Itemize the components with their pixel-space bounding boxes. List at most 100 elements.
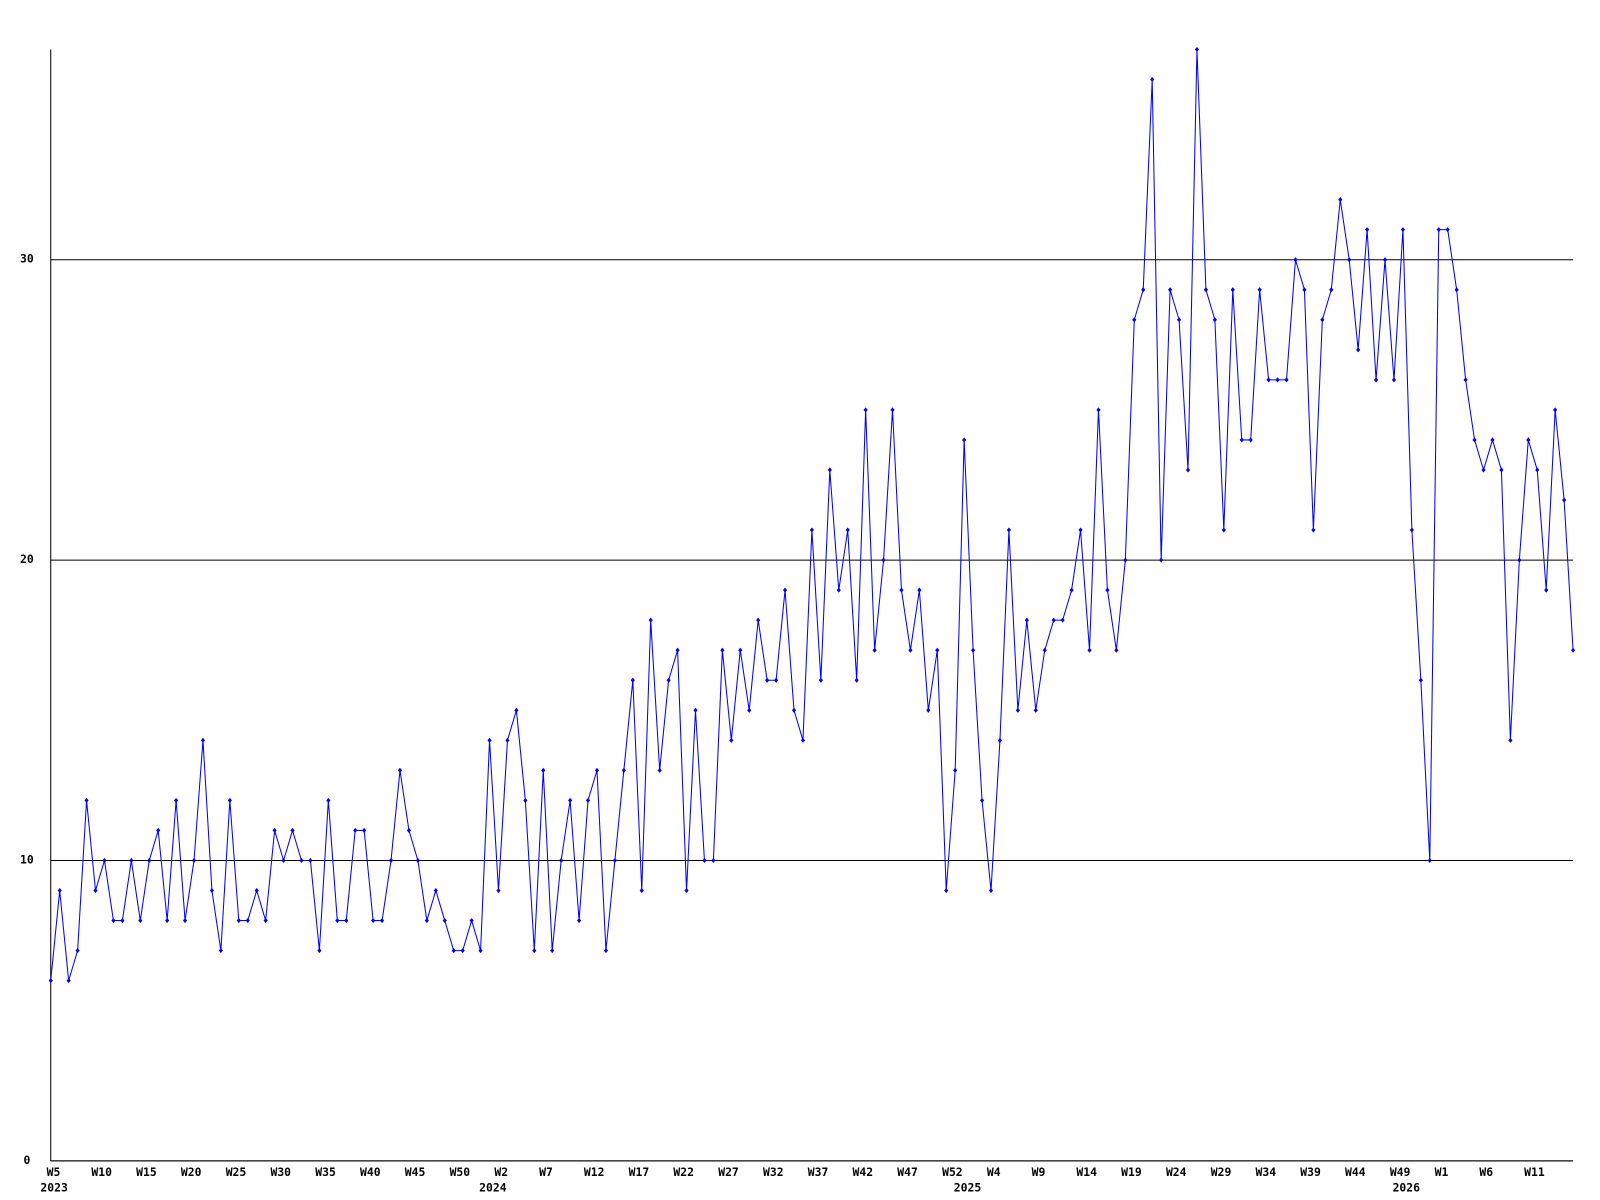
- x-tick-label: W24: [1166, 1165, 1187, 1179]
- point-marker: [1212, 317, 1217, 323]
- point-marker: [585, 797, 591, 803]
- point-marker: [191, 857, 197, 864]
- point-marker: [1033, 707, 1038, 713]
- point-marker: [487, 737, 492, 743]
- point-marker: [1114, 647, 1119, 653]
- point-marker: [1535, 467, 1540, 473]
- point-marker: [1176, 317, 1182, 323]
- point-marker: [532, 948, 537, 954]
- point-marker: [568, 797, 573, 803]
- point-marker: [1239, 437, 1244, 443]
- point-marker: [863, 407, 868, 413]
- point-marker: [765, 677, 770, 683]
- point-marker: [1320, 317, 1325, 323]
- x-tick-label: W20: [181, 1165, 202, 1179]
- point-marker: [138, 917, 143, 924]
- point-marker: [1051, 617, 1056, 623]
- point-marker: [872, 647, 877, 653]
- x-tick-label: W19: [1121, 1165, 1142, 1179]
- point-marker: [120, 917, 125, 924]
- point-marker: [75, 948, 80, 954]
- point-marker: [514, 707, 519, 713]
- point-marker: [182, 917, 188, 924]
- y-tick-label: 20: [20, 552, 34, 566]
- point-marker: [1293, 257, 1298, 263]
- point-marker: [1517, 557, 1522, 563]
- x-tick-label: W45: [405, 1165, 426, 1179]
- point-marker: [1436, 227, 1441, 233]
- point-marker: [541, 767, 546, 773]
- point-marker: [1562, 497, 1567, 503]
- point-marker: [48, 978, 53, 984]
- point-marker: [147, 857, 152, 864]
- point-marker: [335, 917, 340, 924]
- point-marker: [711, 857, 716, 864]
- x-tick-label: W44: [1345, 1165, 1366, 1179]
- point-marker: [693, 707, 698, 713]
- point-marker: [1454, 287, 1459, 293]
- x-tick-label: W29: [1211, 1165, 1232, 1179]
- point-marker: [747, 707, 752, 713]
- y-tick-label: 10: [20, 852, 34, 866]
- point-marker: [809, 527, 814, 533]
- x-tick-label: W1: [1435, 1165, 1449, 1179]
- point-marker: [1257, 287, 1262, 293]
- x-tick-label: W9: [1032, 1165, 1046, 1179]
- point-marker: [523, 797, 528, 803]
- x-tick-label: W52: [942, 1165, 963, 1179]
- point-marker: [979, 797, 985, 803]
- point-marker: [1078, 527, 1083, 533]
- point-marker: [272, 827, 277, 834]
- point-marker: [594, 767, 600, 773]
- point-marker: [505, 737, 510, 743]
- point-marker: [1168, 287, 1173, 293]
- point-marker: [1418, 677, 1423, 683]
- point-marker: [263, 917, 268, 924]
- x-tick-label: W12: [584, 1165, 605, 1179]
- point-marker: [944, 887, 949, 894]
- point-marker: [317, 948, 322, 954]
- point-marker: [111, 917, 116, 924]
- point-marker: [362, 827, 367, 834]
- point-marker: [1132, 317, 1137, 323]
- point-marker: [1463, 377, 1468, 383]
- point-marker: [1365, 227, 1370, 233]
- x-tick-label: W4: [987, 1165, 1001, 1179]
- point-marker: [1329, 287, 1334, 293]
- x-tick-label: W25: [226, 1165, 247, 1179]
- point-marker: [1087, 647, 1092, 653]
- year-label: 2025: [954, 1181, 982, 1195]
- point-marker: [657, 767, 662, 773]
- point-marker: [1499, 467, 1504, 473]
- series-line: [50, 49, 1574, 981]
- point-marker: [1553, 407, 1558, 413]
- x-tick-label: W15: [136, 1165, 157, 1179]
- point-marker: [684, 887, 689, 894]
- point-marker: [1230, 287, 1235, 293]
- x-tick-label: W37: [808, 1165, 829, 1179]
- point-marker: [899, 587, 904, 593]
- point-marker: [165, 917, 170, 924]
- point-marker: [997, 737, 1003, 743]
- x-tick-label: W17: [629, 1165, 650, 1179]
- point-marker: [738, 647, 743, 653]
- point-marker: [299, 857, 304, 864]
- y-tick-label: 0: [23, 1153, 30, 1167]
- point-marker: [935, 647, 940, 653]
- x-tick-label: W30: [270, 1165, 291, 1179]
- point-marker: [442, 917, 447, 924]
- point-marker: [1248, 437, 1253, 443]
- point-marker: [218, 948, 223, 954]
- point-marker: [496, 887, 501, 894]
- point-marker: [1472, 437, 1477, 443]
- point-marker: [1284, 377, 1289, 383]
- point-marker: [818, 677, 823, 683]
- point-marker: [1391, 377, 1397, 383]
- point-marker: [424, 917, 429, 924]
- point-marker: [326, 797, 331, 803]
- point-marker: [129, 857, 134, 864]
- point-marker: [93, 887, 98, 894]
- point-marker: [209, 887, 215, 894]
- point-marker: [854, 677, 859, 683]
- point-marker: [577, 917, 582, 924]
